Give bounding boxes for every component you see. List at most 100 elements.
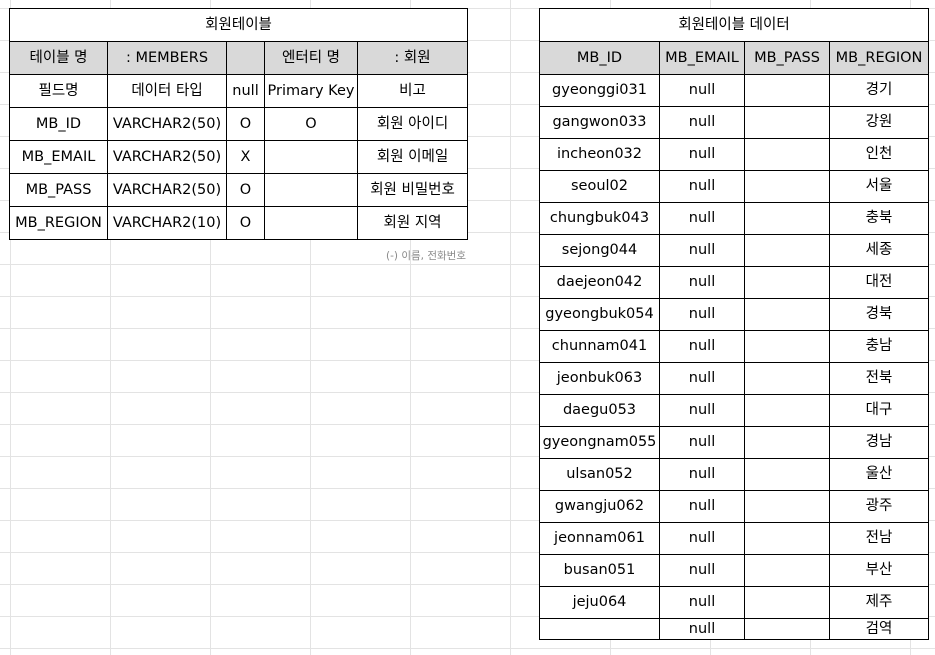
data-cell[interactable]: [744, 106, 830, 139]
data-cell[interactable]: null: [659, 362, 745, 395]
data-cell[interactable]: [744, 490, 830, 523]
data-cell[interactable]: 세종: [828, 234, 930, 267]
data-cell[interactable]: 경남: [828, 426, 930, 459]
data-cell[interactable]: gwangju062: [539, 490, 660, 523]
data-cell[interactable]: null: [659, 394, 745, 427]
definition-cell[interactable]: MB_ID: [9, 107, 108, 141]
data-cell[interactable]: seoul02: [539, 170, 660, 203]
data-cell[interactable]: null: [659, 202, 745, 235]
data-cell[interactable]: ulsan052: [539, 458, 660, 491]
definition-cell[interactable]: 회원 지역: [356, 206, 469, 240]
data-cell[interactable]: jeonbuk063: [539, 362, 660, 395]
data-cell[interactable]: jeju064: [539, 586, 660, 619]
column-header[interactable]: 비고: [356, 74, 469, 108]
data-cell[interactable]: 충남: [828, 330, 930, 363]
column-header[interactable]: 데이터 타입: [107, 74, 227, 108]
definition-cell[interactable]: MB_PASS: [9, 173, 108, 207]
data-cell[interactable]: [744, 458, 830, 491]
definition-cell[interactable]: [264, 173, 358, 207]
definition-cell[interactable]: VARCHAR2(50): [107, 140, 227, 174]
data-cell[interactable]: null: [659, 74, 745, 107]
definition-cell[interactable]: 회원 비밀번호: [356, 173, 469, 207]
data-cell[interactable]: [744, 202, 830, 235]
column-header[interactable]: null: [226, 74, 265, 108]
data-cell[interactable]: [744, 394, 830, 427]
definition-cell[interactable]: O: [226, 173, 265, 207]
data-cell[interactable]: [744, 298, 830, 331]
definition-cell[interactable]: [264, 206, 358, 240]
data-cell[interactable]: null: [659, 490, 745, 523]
data-cell[interactable]: null: [659, 426, 745, 459]
data-cell[interactable]: 전남: [828, 522, 930, 555]
data-cell[interactable]: null: [659, 522, 745, 555]
definition-cell[interactable]: VARCHAR2(50): [107, 173, 227, 207]
data-cell[interactable]: null: [659, 106, 745, 139]
data-cell[interactable]: [744, 266, 830, 299]
data-cell[interactable]: null: [659, 458, 745, 491]
data-cell[interactable]: null: [659, 618, 745, 640]
definition-cell[interactable]: O: [226, 107, 265, 141]
data-cell[interactable]: null: [659, 234, 745, 267]
data-cell[interactable]: [744, 138, 830, 171]
data-cell[interactable]: null: [659, 586, 745, 619]
definition-cell[interactable]: X: [226, 140, 265, 174]
data-table-title[interactable]: 회원테이블 데이터: [538, 8, 930, 42]
data-cell[interactable]: [744, 170, 830, 203]
data-column-header[interactable]: MB_REGION: [828, 41, 930, 75]
entity-name-label[interactable]: 엔터티 명: [264, 41, 358, 75]
data-cell[interactable]: 대전: [828, 266, 930, 299]
data-cell[interactable]: [744, 618, 830, 640]
definition-cell[interactable]: 회원 이메일: [356, 140, 469, 174]
data-cell[interactable]: 경북: [828, 298, 930, 331]
column-header[interactable]: Primary Key: [264, 74, 358, 108]
data-cell[interactable]: 검역: [828, 618, 930, 640]
data-cell[interactable]: null: [659, 554, 745, 587]
definition-cell[interactable]: MB_EMAIL: [9, 140, 108, 174]
definition-cell[interactable]: VARCHAR2(10): [107, 206, 227, 240]
data-cell[interactable]: null: [659, 266, 745, 299]
data-cell[interactable]: 충북: [828, 202, 930, 235]
data-cell[interactable]: [744, 586, 830, 619]
data-cell[interactable]: gyeongnam055: [539, 426, 660, 459]
table-name-value[interactable]: : MEMBERS: [107, 41, 227, 75]
entity-name-value[interactable]: : 회원: [356, 41, 469, 75]
data-cell[interactable]: 인천: [828, 138, 930, 171]
data-cell[interactable]: incheon032: [539, 138, 660, 171]
data-cell[interactable]: gangwon033: [539, 106, 660, 139]
data-cell[interactable]: busan051: [539, 554, 660, 587]
data-cell[interactable]: 부산: [828, 554, 930, 587]
data-cell[interactable]: daegu053: [539, 394, 660, 427]
data-cell[interactable]: jeonnam061: [539, 522, 660, 555]
data-cell[interactable]: [539, 618, 660, 640]
data-cell[interactable]: [744, 522, 830, 555]
data-cell[interactable]: [744, 554, 830, 587]
data-cell[interactable]: null: [659, 138, 745, 171]
data-cell[interactable]: null: [659, 170, 745, 203]
data-cell[interactable]: [744, 362, 830, 395]
definition-cell[interactable]: [264, 140, 358, 174]
data-cell[interactable]: gyeonggi031: [539, 74, 660, 107]
data-column-header[interactable]: MB_EMAIL: [659, 41, 745, 75]
data-cell[interactable]: [744, 234, 830, 267]
data-cell[interactable]: 강원: [828, 106, 930, 139]
data-cell[interactable]: 전북: [828, 362, 930, 395]
data-column-header[interactable]: MB_PASS: [744, 41, 830, 75]
definition-cell[interactable]: O: [264, 107, 358, 141]
data-cell[interactable]: null: [659, 298, 745, 331]
data-cell[interactable]: sejong044: [539, 234, 660, 267]
data-column-header[interactable]: MB_ID: [539, 41, 660, 75]
data-cell[interactable]: [744, 74, 830, 107]
data-cell[interactable]: [744, 426, 830, 459]
table-name-label[interactable]: 테이블 명: [9, 41, 108, 75]
column-header[interactable]: 필드명: [9, 74, 108, 108]
data-cell[interactable]: 제주: [828, 586, 930, 619]
data-cell[interactable]: 서울: [828, 170, 930, 203]
definition-cell[interactable]: MB_REGION: [9, 206, 108, 240]
data-cell[interactable]: null: [659, 330, 745, 363]
definition-cell[interactable]: 회원 아이디: [356, 107, 469, 141]
data-cell[interactable]: 대구: [828, 394, 930, 427]
data-cell[interactable]: chunnam041: [539, 330, 660, 363]
data-cell[interactable]: 울산: [828, 458, 930, 491]
members-table-title[interactable]: 회원테이블: [8, 8, 469, 42]
data-cell[interactable]: [744, 330, 830, 363]
